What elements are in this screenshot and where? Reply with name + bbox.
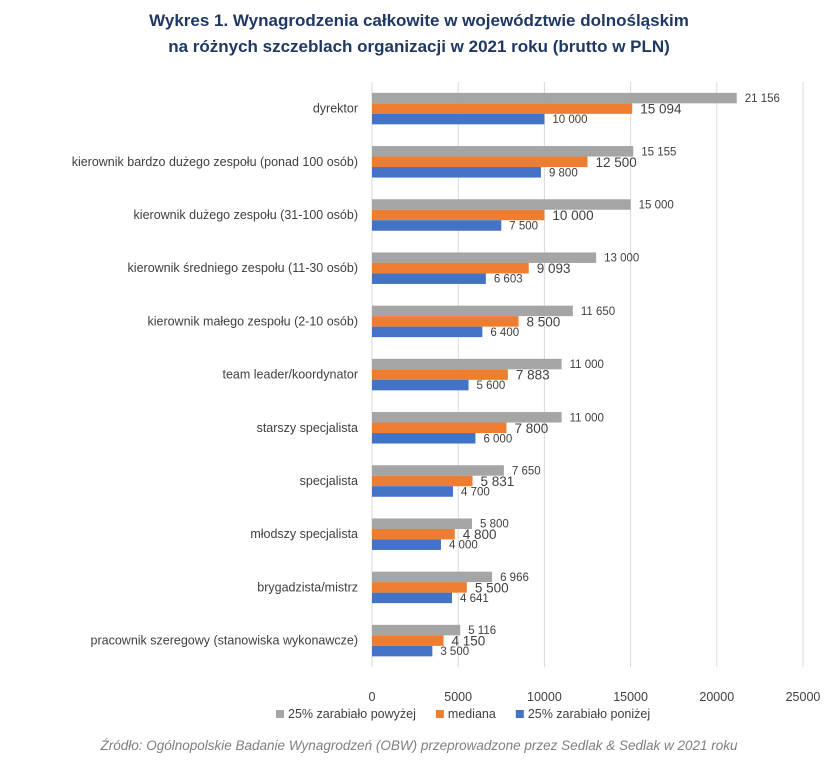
chart-title: Wykres 1. Wynagrodzenia całkowite w woje… [0,8,838,60]
data-label: 4 800 [463,527,497,542]
legend-swatch-1 [435,710,444,718]
legend-label: mediana [448,707,496,721]
bar-1 [372,316,519,327]
bar-1 [372,103,633,114]
bar-1 [372,475,473,487]
data-label: 7 650 [512,466,541,478]
category-label: kierownik średniego zespołu (11-30 osób) [128,261,358,275]
bar-0 [372,358,562,370]
data-label: 6 603 [494,274,523,286]
legend-swatch-2 [515,710,524,718]
data-label: 9 800 [549,167,578,179]
category-label: pracownik szeregowy (stanowiska wykonawc… [91,634,358,648]
bar-2 [372,167,541,178]
data-label: 15 094 [640,102,682,117]
data-label: 6 000 [483,433,512,445]
bar-0 [372,199,631,210]
category-label: kierownik małego zespołu (2-10 osób) [147,314,358,328]
x-tick-label: 20000 [699,690,734,704]
data-label: 11 650 [581,306,615,318]
bar-0 [372,465,504,476]
x-tick-label: 15000 [613,690,648,704]
legend-swatch-0 [276,710,284,718]
category-label: starszy specjalista [257,421,358,435]
bar-chart: dyrektor 21 156 15 094 10 000 kierownik bard… [72,82,821,721]
category-label: dyrektor [313,102,358,116]
category-label: kierownik bardzo dużego zespołu (ponad 1… [72,155,358,169]
legend-label: 25% zarabiało powyżej [288,707,416,721]
bar-0 [372,146,634,157]
bar-2 [372,326,483,338]
bar-0 [372,412,562,423]
data-label: 5 800 [480,519,509,531]
bar-2 [372,113,545,125]
x-tick-label: 25000 [786,690,821,704]
data-label: 6 966 [500,572,529,584]
bar-2 [372,592,453,604]
chart-title-line-1: Wykres 1. Wynagrodzenia całkowite w woje… [149,11,689,30]
category-label: team leader/koordynator [223,368,359,382]
data-label: 12 500 [596,155,637,170]
data-label: 11 000 [570,359,604,371]
bar-1 [372,262,529,274]
data-label: 5 116 [468,625,496,637]
bar-2 [372,220,502,231]
category-label: kierownik dużego zespołu (31-100 osób) [134,208,358,222]
data-label: 3 500 [440,646,469,658]
data-label: 4 700 [461,487,490,499]
source-note: Źródło: Ogólnopolskie Badanie Wynagrodze… [100,738,738,753]
bar-0 [372,518,472,529]
bar-2 [372,539,441,550]
bar-0 [372,305,573,317]
data-label: 7 800 [514,421,548,436]
data-label: 21 156 [745,93,780,105]
data-label: 4 150 [452,634,486,649]
data-label: 10 000 [552,208,593,223]
bar-2 [372,486,454,497]
data-label: 7 500 [509,221,538,233]
data-label: 4 000 [449,540,478,552]
data-label: 9 093 [537,261,571,276]
bar-2 [372,433,476,444]
data-label: 13 000 [604,253,639,265]
legend-label: 25% zarabiało poniżej [528,707,650,721]
bar-1 [372,156,588,168]
bar-2 [372,645,433,657]
x-tick-label: 0 [369,690,376,704]
chart-title-line-2: na różnych szczeblach organizacji w 2021… [168,37,670,56]
bar-1 [372,369,508,380]
data-label: 4 641 [460,593,489,605]
data-label: 5 600 [477,380,506,392]
bar-1 [372,209,545,221]
bar-0 [372,92,737,104]
data-label: 11 000 [570,412,604,424]
bar-0 [372,571,493,583]
bar-0 [372,624,461,636]
category-label: specjalista [300,474,358,488]
category-label: młodszy specjalista [250,527,358,541]
bar-1 [372,528,455,540]
data-label: 8 500 [527,314,561,329]
data-label: 15 155 [641,146,676,158]
bar-2 [372,273,486,284]
data-label: 10 000 [552,114,587,126]
bar-1 [372,422,507,434]
data-label: 7 883 [516,368,550,383]
bar-1 [372,635,444,646]
category-label: brygadzista/mistrz [257,580,358,594]
bar-2 [372,379,469,391]
bar-0 [372,252,597,263]
data-label: 15 000 [639,200,674,212]
x-tick-label: 10000 [527,690,562,704]
data-label: 5 500 [475,580,509,595]
x-tick-label: 5000 [444,690,472,704]
data-label: 6 400 [490,327,519,339]
data-label: 5 831 [481,474,515,489]
bar-1 [372,582,467,593]
